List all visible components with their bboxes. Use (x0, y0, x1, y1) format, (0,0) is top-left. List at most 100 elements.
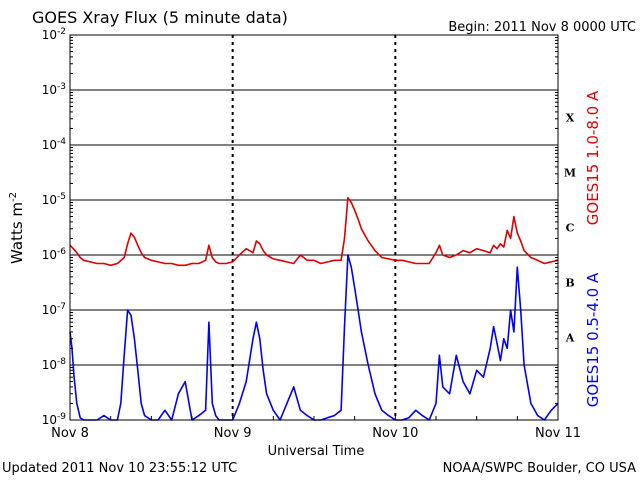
y-tick-label: 10-5 (42, 192, 66, 207)
data-point (320, 262, 322, 265)
data-point (550, 409, 552, 411)
updated-timestamp: Updated 2011 Nov 10 23:55:12 UTC (2, 461, 237, 476)
x-tick-label: Nov 9 (214, 426, 252, 441)
data-point (211, 256, 213, 259)
data-point (374, 393, 376, 395)
flare-class-labels: X M C B A (564, 112, 576, 345)
data-point (76, 402, 78, 404)
data-point (255, 240, 257, 242)
data-point (537, 259, 539, 261)
data-point (177, 264, 179, 266)
flare-class-label: B (565, 277, 574, 290)
data-point (137, 369, 139, 371)
data-point (343, 237, 346, 239)
data-point (520, 240, 522, 242)
data-point (354, 209, 356, 211)
data-point (150, 259, 152, 261)
data-point (513, 216, 515, 218)
data-point (211, 402, 213, 404)
data-point (205, 259, 207, 261)
data-point (120, 402, 122, 404)
data-point (198, 415, 200, 417)
data-point (208, 244, 210, 246)
data-point (455, 354, 457, 356)
data-point (537, 415, 539, 417)
data-point (347, 197, 349, 199)
y-tick-exponent: -5 (57, 192, 66, 202)
data-point (89, 261, 91, 263)
data-point (73, 376, 75, 378)
data-point (381, 256, 383, 259)
legend-short-channel: GOES15 0.5-4.0 A (584, 272, 602, 407)
data-point (513, 331, 515, 333)
y-tick-exponent: -7 (57, 302, 66, 312)
source-credit: NOAA/SWPC Boulder, CO USA (443, 461, 636, 476)
y-tick-label: 10-9 (42, 412, 67, 427)
flare-class-label: X (566, 112, 575, 125)
data-point (164, 409, 166, 411)
y-tick-exponent: -6 (57, 247, 66, 257)
data-point (469, 393, 471, 395)
data-point (438, 354, 440, 356)
data-point (350, 201, 352, 204)
data-point (350, 266, 352, 268)
data-point (232, 261, 234, 263)
data-point (343, 326, 346, 328)
data-point (510, 309, 512, 311)
data-point (367, 240, 369, 242)
y-tick-base: 10 (42, 138, 57, 152)
data-point (435, 252, 437, 254)
data-point (408, 417, 410, 419)
data-point (489, 347, 491, 349)
y-tick-base: 10 (42, 28, 57, 42)
data-point (299, 409, 301, 411)
data-point (177, 393, 179, 395)
data-point (123, 354, 125, 356)
data-point (313, 259, 315, 261)
data-point (127, 243, 129, 245)
data-point (144, 256, 146, 259)
data-point (476, 248, 478, 250)
data-point (130, 314, 132, 316)
x-axis-ticks: Nov 8 Nov 9 Nov 10 Nov 11 (51, 416, 581, 441)
data-point (523, 364, 525, 366)
data-point (140, 402, 142, 404)
data-point (442, 254, 444, 256)
data-point (157, 261, 159, 263)
data-point (79, 417, 81, 419)
data-point (208, 321, 210, 323)
data-point (164, 262, 166, 265)
data-point (428, 262, 430, 265)
x-tick-label: Nov 8 (51, 426, 89, 441)
y-tick-label: 10-2 (42, 27, 66, 42)
data-point (259, 338, 261, 340)
data-point (482, 250, 484, 252)
y-tick-exponent: -2 (57, 27, 66, 37)
data-point (388, 415, 390, 417)
data-point (550, 261, 552, 263)
data-point (272, 258, 274, 260)
data-point (83, 259, 85, 261)
y-tick-label: 10-8 (42, 357, 67, 372)
data-point (299, 254, 301, 256)
data-point (408, 261, 410, 263)
data-point (133, 236, 135, 238)
data-point (133, 338, 135, 340)
data-point (198, 262, 200, 265)
data-point (103, 262, 105, 265)
data-point (96, 262, 98, 265)
y-tick-base: 10 (42, 248, 57, 262)
data-point (116, 262, 118, 265)
data-point (333, 415, 335, 417)
data-point (493, 244, 495, 246)
data-point (462, 250, 464, 252)
data-point (360, 228, 362, 230)
y-axis-label-exp: -2 (8, 192, 19, 202)
data-point (137, 244, 139, 246)
data-point (286, 261, 288, 263)
data-point (543, 262, 546, 265)
data-point (367, 364, 369, 366)
data-point (215, 261, 217, 263)
data-point (357, 218, 359, 220)
